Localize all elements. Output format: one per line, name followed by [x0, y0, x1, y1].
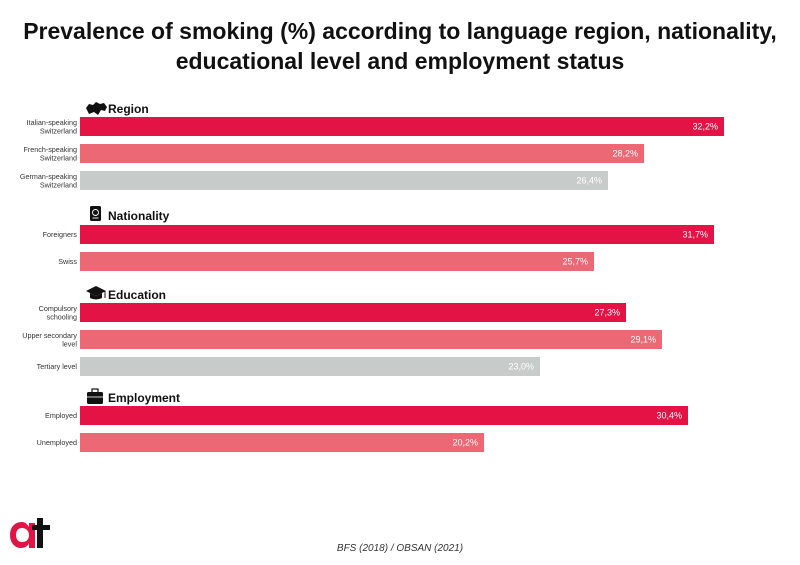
value-label: 27,3%	[594, 308, 620, 318]
briefcase-icon	[87, 388, 103, 404]
passport-icon	[90, 206, 101, 221]
bar	[80, 171, 608, 190]
value-label: 32,2%	[692, 122, 718, 132]
value-label: 30,4%	[656, 411, 682, 421]
chart-title: Prevalence of smoking (%) according to l…	[20, 16, 780, 76]
bar	[80, 330, 662, 349]
chart-title-line-2: educational level and employment status	[175, 48, 625, 74]
bar	[80, 252, 594, 271]
value-label: 31,7%	[682, 230, 708, 240]
bar	[80, 406, 688, 425]
category-label: Foreigners	[43, 230, 78, 239]
category-label: French-speaking Switzerland	[23, 145, 77, 163]
bar	[80, 117, 724, 136]
category-label: Swiss	[58, 257, 77, 266]
category-label: Employed	[45, 411, 77, 420]
value-label: 28,2%	[612, 149, 638, 159]
group-title: Region	[108, 102, 149, 116]
group-region: Region Italian-speaking Switzerland 32,2% Fr…	[20, 102, 724, 190]
value-label: 23,0%	[508, 362, 534, 372]
category-label: Unemployed	[37, 438, 77, 447]
group-employment: Employment Employed 30,4% Unemployed 20,2%	[37, 388, 688, 452]
group-education: Education Compulsory schooling 27,3% Upper s…	[22, 286, 662, 376]
switzerland-map-icon	[86, 102, 107, 115]
value-label: 25,7%	[562, 257, 588, 267]
bar	[80, 433, 484, 452]
group-title: Employment	[108, 391, 180, 405]
brand-logo	[10, 518, 50, 548]
group-nationality: Nationality Foreigners 31,7% Swiss 25,7%	[43, 206, 714, 271]
category-label: German-speaking Switzerland	[20, 172, 77, 190]
category-label: Italian-speaking Switzerland	[27, 118, 77, 136]
value-label: 20,2%	[452, 438, 478, 448]
graduation-cap-icon	[86, 286, 106, 300]
group-title: Nationality	[108, 209, 170, 223]
bar	[80, 225, 714, 244]
value-label: 29,1%	[630, 335, 656, 345]
value-label: 26,4%	[576, 176, 602, 186]
category-label: Compulsory schooling	[39, 304, 78, 322]
bar	[80, 303, 626, 322]
category-label: Tertiary level	[37, 362, 78, 371]
category-label: Upper secondary level	[22, 331, 77, 349]
chart-title-line-1: Prevalence of smoking (%) according to l…	[23, 18, 777, 44]
bar	[80, 144, 644, 163]
group-title: Education	[108, 288, 166, 302]
source-note: BFS (2018) / OBSAN (2021)	[336, 543, 464, 554]
bar	[80, 357, 540, 376]
